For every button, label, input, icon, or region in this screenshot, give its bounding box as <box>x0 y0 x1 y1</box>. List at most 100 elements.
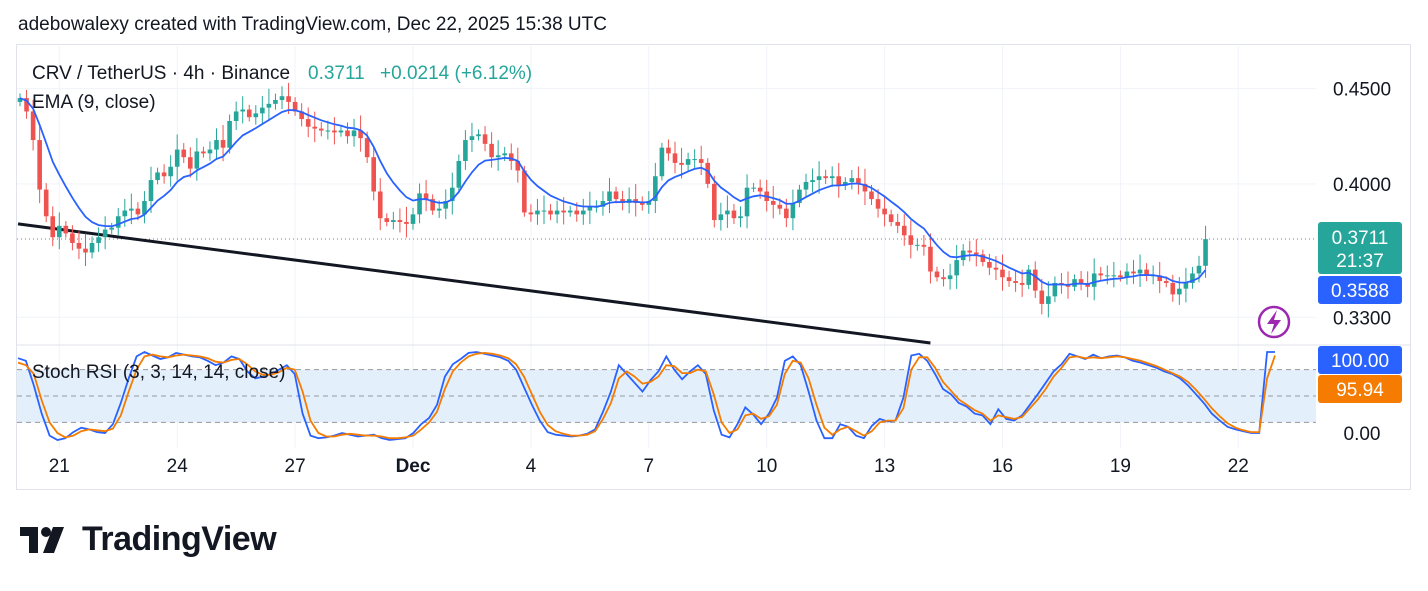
candle-body <box>1203 239 1208 266</box>
candle-body <box>869 191 874 200</box>
candle-body <box>528 212 534 215</box>
candle-body <box>279 96 285 101</box>
stoch-k-line <box>17 350 1275 441</box>
candle-body <box>535 210 540 215</box>
candle-body <box>397 220 403 222</box>
candle-body <box>37 140 42 190</box>
last-price-value: 0.3711 <box>1332 228 1389 249</box>
candle-body <box>770 201 776 205</box>
candle-body <box>148 180 154 202</box>
candle-body <box>17 98 23 102</box>
lightning-icon[interactable] <box>1257 305 1291 339</box>
candle-body <box>476 134 481 137</box>
candle-body <box>377 191 383 219</box>
stoch-y-tick-label: 0.00 <box>1344 424 1381 445</box>
y-tick-label: 0.3300 <box>1333 308 1391 329</box>
candle-body <box>1065 284 1071 287</box>
candle-body <box>567 210 573 213</box>
chart-frame <box>16 44 1411 490</box>
x-tick-label: 4 <box>526 456 537 477</box>
candle-body <box>698 159 704 163</box>
candle-body <box>482 134 488 144</box>
candle-body <box>57 225 62 238</box>
candle-body <box>135 208 141 215</box>
candle-body <box>220 140 226 148</box>
candle-body <box>1091 273 1097 287</box>
candle-body <box>76 242 82 249</box>
candle-body <box>1098 273 1104 276</box>
candle-body <box>489 143 494 158</box>
candle-body <box>312 126 318 129</box>
stoch-d-value: 95.94 <box>1336 380 1384 401</box>
candle-body <box>653 176 658 202</box>
candle-body <box>607 191 612 202</box>
candle-body <box>96 237 101 243</box>
tradingview-logo: TradingView <box>20 520 277 559</box>
candle-body <box>273 100 278 104</box>
candle-body <box>725 210 730 215</box>
candle-body <box>692 159 697 161</box>
ema-line <box>19 97 1207 286</box>
candle-body <box>1137 269 1143 274</box>
candle-body <box>744 187 750 217</box>
candle-body <box>122 210 128 217</box>
candle-body <box>751 187 756 189</box>
candle-body <box>941 277 946 280</box>
stoch-d-label: 95.94 <box>1318 375 1402 403</box>
candle-body <box>50 216 56 238</box>
candle-body <box>895 221 900 226</box>
candle-body <box>1170 282 1176 295</box>
axes: 0.4500 0.4000 0.3300 21 24 27 Dec 4 7 10 13 16 19 22 0… <box>49 80 1391 477</box>
candle-body <box>43 189 49 217</box>
candle-body <box>980 254 986 263</box>
candle-body <box>1006 277 1012 282</box>
candle-body <box>266 103 272 108</box>
candle-body <box>1032 269 1038 291</box>
candle-body <box>1078 279 1084 283</box>
trendline <box>17 222 931 345</box>
stoch-k-label: 100.00 <box>1318 346 1402 374</box>
candle-body <box>364 138 370 158</box>
candle-body <box>554 210 560 215</box>
candle-body <box>436 208 442 211</box>
candle-body <box>823 176 828 179</box>
candle-body <box>246 109 252 118</box>
candle-body <box>142 201 147 215</box>
candle-body <box>1190 273 1195 283</box>
candle-body <box>207 149 213 154</box>
legend-change: +0.0214 (+6.12%) <box>380 63 532 84</box>
candle-body <box>371 157 376 192</box>
legend-ema: EMA (9, close) <box>32 92 156 113</box>
candle-body <box>639 202 645 205</box>
candle-body <box>548 210 553 215</box>
candle-body <box>338 130 344 133</box>
candle-body <box>260 107 265 114</box>
candle-body <box>201 151 206 154</box>
candle-body <box>70 233 75 243</box>
candle-body <box>109 227 114 230</box>
candle-body <box>168 166 173 177</box>
candle-body <box>1124 271 1130 278</box>
candle-body <box>161 172 167 177</box>
candle-body <box>30 111 36 141</box>
candle-body <box>967 250 973 253</box>
candle-body <box>784 208 789 219</box>
y-tick-label: 0.4500 <box>1333 80 1391 101</box>
candle-body <box>790 202 796 219</box>
candle-body <box>240 109 245 112</box>
candle-body <box>659 147 665 177</box>
ema-value-label: 0.3588 <box>1318 276 1402 304</box>
candle-body <box>1157 275 1162 282</box>
candle-body <box>286 96 291 102</box>
x-tick-label: 24 <box>167 456 189 477</box>
candle-body <box>227 120 232 148</box>
candle-body <box>469 136 475 141</box>
tradingview-logo-text: TradingView <box>82 520 277 558</box>
legend-stoch: Stoch RSI (3, 3, 14, 14, close) <box>32 362 285 383</box>
candle-body <box>836 176 842 186</box>
candle-body <box>1177 288 1182 295</box>
candle-body <box>1000 269 1005 278</box>
candle-body <box>620 199 625 203</box>
candle-body <box>456 161 462 188</box>
